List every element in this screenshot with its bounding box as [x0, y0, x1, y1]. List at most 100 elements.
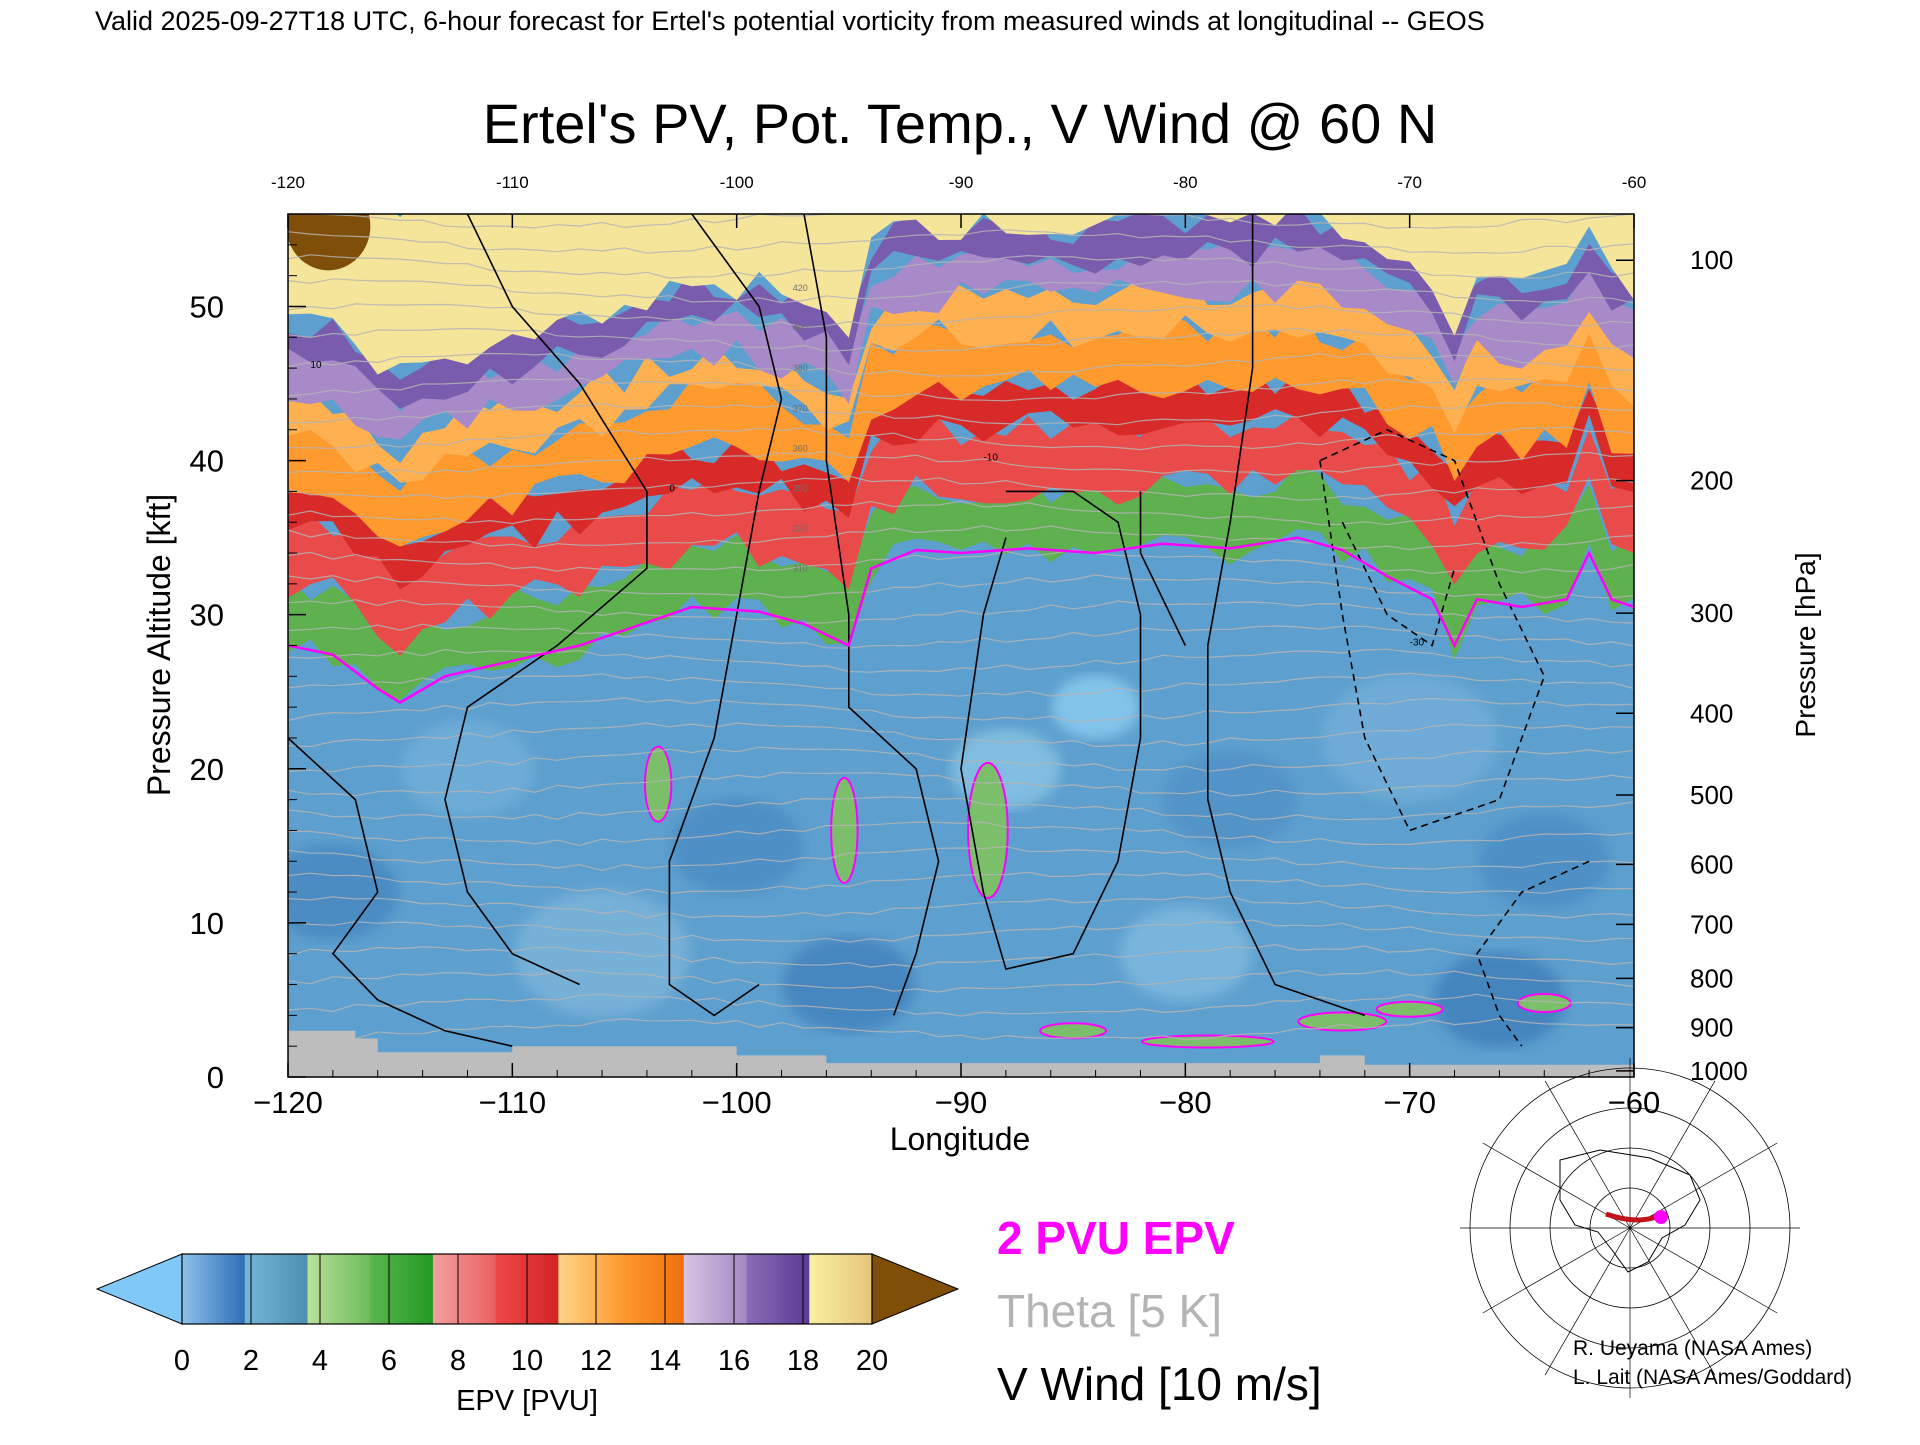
epv-lens	[1297, 1011, 1388, 1032]
colorbar-tick-label: 12	[580, 1345, 612, 1377]
location-inset-map	[1460, 1058, 1800, 1398]
colorbar-tick-label: 16	[718, 1345, 750, 1377]
vwind-line	[1341, 521, 1456, 647]
x-top-tick-label: -110	[496, 173, 529, 192]
epv-patch	[1119, 905, 1252, 1002]
colorbar-tick-label: 10	[511, 1345, 543, 1377]
y-tick-label: 30	[190, 598, 224, 633]
x-tick-label: −80	[1159, 1085, 1212, 1120]
x-axis-label: Longitude	[890, 1121, 1031, 1157]
vwind-line	[444, 214, 648, 986]
epv-band	[288, 463, 1634, 701]
theta-line	[288, 599, 1634, 624]
theta-line	[288, 845, 1634, 872]
vwind-line	[803, 214, 940, 1016]
x-tick-label: −100	[702, 1085, 772, 1120]
colorbar-segment	[683, 1254, 748, 1324]
colorbar-segment	[621, 1254, 685, 1324]
theta-line	[288, 796, 1634, 821]
epv-patch	[401, 720, 534, 817]
theta-line	[288, 574, 1634, 599]
vwind-line	[288, 737, 513, 1047]
colorbar-tick-label: 4	[312, 1345, 328, 1377]
theta-line	[288, 771, 1634, 797]
epv-patch	[1051, 675, 1140, 740]
pv-2pvu-line	[288, 536, 1634, 704]
contour-labels: 420 400 380 370 360 350 320 310 10 0 -10 -30	[310, 283, 1424, 648]
x-top-tick-label: -120	[271, 173, 305, 192]
x-tick-label: −70	[1383, 1085, 1436, 1120]
theta-contours	[288, 214, 1634, 1041]
theta-line	[288, 352, 1634, 377]
epv-band	[288, 409, 1634, 656]
y-axis-label: Pressure Altitude [kft]	[141, 494, 177, 796]
epv-lens	[1375, 1000, 1444, 1018]
x-top-tick-label: -70	[1397, 173, 1422, 192]
x-tick-label: −60	[1608, 1085, 1661, 1120]
terrain-shape	[288, 1030, 1634, 1077]
theta-line	[288, 871, 1634, 896]
pressure-tick-label: 600	[1690, 849, 1733, 879]
axes: −120-120−110-110−100-100−90-90−80-80−70-…	[190, 173, 1748, 1120]
theta-line	[288, 327, 1634, 352]
pressure-tick-label: 1000	[1690, 1056, 1748, 1086]
epv-lens	[1140, 1034, 1275, 1049]
colorbar-tick-label: 6	[381, 1345, 397, 1377]
x-top-tick-label: -60	[1622, 173, 1647, 192]
x-tick-label: −120	[253, 1085, 323, 1120]
epv-patch	[1321, 673, 1498, 802]
y-axis-right-label: Pressure [hPa]	[1790, 552, 1821, 737]
theta-line	[288, 1017, 1634, 1041]
inset-location-marker	[1654, 1210, 1668, 1224]
legend-theta: Theta [5 K]	[997, 1285, 1222, 1337]
inset-meridian	[1629, 1227, 1778, 1314]
colorbar: 0 2 4 6 8 10 12 14 16 18 20	[95, 1253, 960, 1377]
colorbar-segment	[307, 1254, 371, 1324]
theta-line	[288, 426, 1634, 451]
epv-band	[288, 273, 1634, 483]
theta-line	[288, 623, 1634, 649]
theta-line	[288, 821, 1634, 847]
epv-band	[288, 214, 1634, 409]
theta-line	[288, 402, 1634, 426]
pressure-tick-label: 800	[1690, 963, 1733, 993]
chart-title: Ertel's PV, Pot. Temp., V Wind @ 60 N	[483, 92, 1438, 155]
pressure-tick-label: 900	[1690, 1013, 1733, 1043]
vwind-contour-label: 10	[310, 360, 322, 371]
colorbar-over-arrow	[871, 1253, 960, 1325]
theta-contour-label: 370	[793, 403, 808, 413]
colorbar-segment	[182, 1254, 246, 1324]
colorbar-segment	[244, 1254, 308, 1324]
epv-band	[288, 214, 1634, 375]
pressure-tick-label: 200	[1690, 466, 1733, 496]
valid-time-header: Valid 2025-09-27T18 UTC, 6-hour forecast…	[95, 6, 1485, 36]
epv-band	[288, 305, 1634, 547]
plot-area: 420 400 380 370 360 350 320 310 10 0 -10 -30	[287, 213, 1635, 1078]
vwind-line	[1476, 860, 1590, 1047]
vwind-contour-label: -10	[983, 453, 998, 464]
theta-contour-label: 320	[793, 523, 808, 533]
inset-meridian	[1629, 1080, 1716, 1229]
pressure-tick-label: 700	[1690, 909, 1733, 939]
epv-lens	[830, 776, 859, 884]
colorbar-tick-label: 14	[649, 1345, 681, 1377]
inset-meridian	[1482, 1142, 1631, 1229]
inset-meridian	[1629, 1227, 1716, 1376]
inset-meridian	[1544, 1227, 1631, 1376]
vwind-line	[1139, 491, 1187, 646]
colorbar-tick-label: 2	[243, 1345, 259, 1377]
colorbar-segment	[558, 1254, 622, 1324]
vwind-contour-label: -30	[1410, 638, 1425, 649]
theta-line	[288, 648, 1634, 673]
y-tick-label: 0	[207, 1060, 224, 1095]
theta-line	[288, 500, 1634, 526]
colorbar-segment	[370, 1254, 434, 1324]
epv-patch	[782, 936, 915, 1033]
theta-line	[288, 722, 1634, 748]
pressure-tick-label: 300	[1690, 598, 1733, 628]
inset-meridian	[1629, 1142, 1778, 1229]
epv-over-range-blob	[288, 214, 371, 271]
theta-line	[288, 943, 1634, 968]
